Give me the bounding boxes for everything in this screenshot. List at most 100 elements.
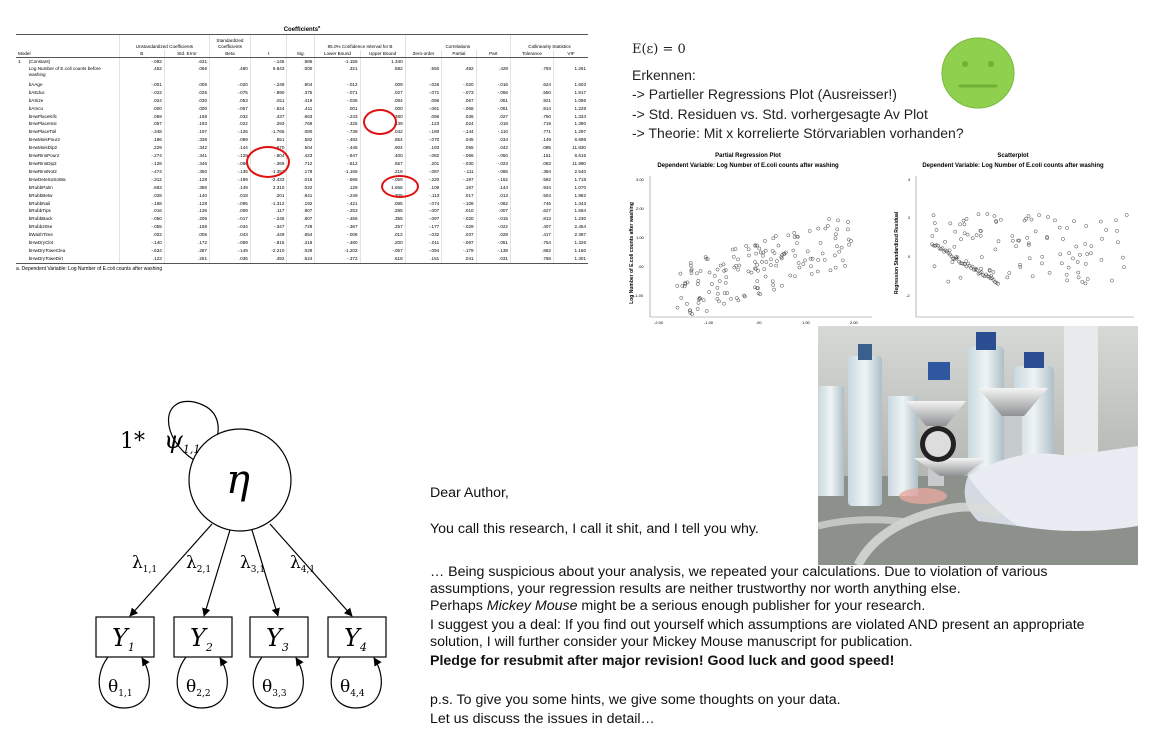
table-cell: -.080 [209, 159, 251, 168]
table-cell: .419 [286, 96, 315, 105]
indicator-y1 [95, 616, 155, 658]
scatter-point [690, 312, 694, 316]
scatter-point [763, 274, 768, 279]
scatter-point [688, 311, 693, 315]
letter-paragraph: I suggest you a deal: If you find out yo… [430, 617, 1085, 650]
table-cell: -.012 [314, 80, 361, 89]
scatter-point [1010, 238, 1015, 243]
table-row: bAInco .000.000 -.057 -.824.411.001.000 -.06… [16, 104, 588, 113]
table-cell: .129 [314, 183, 361, 192]
table-cell: -.050 [118, 215, 165, 224]
table-cell: .480 [209, 65, 251, 81]
table-cell: .400 [359, 152, 406, 160]
table-row: bWashTime .002.005.043.449.654 -.008.012 -.… [16, 231, 588, 240]
table-cell: -.145 [249, 57, 287, 66]
scatter-point [809, 272, 814, 276]
table-cell: .024 [441, 120, 477, 129]
table-cell: .251 [163, 254, 210, 264]
table-cell: -.016 [475, 80, 511, 89]
scatter-point [988, 276, 993, 281]
table-cell: 6.843 [249, 65, 287, 81]
table-cell: .350 [163, 167, 210, 176]
scatter-point [682, 284, 687, 289]
table-cell: -.011 [404, 239, 442, 247]
scatter-point [1029, 217, 1034, 222]
table-cell: .128 [163, 199, 210, 208]
scatter-point [756, 286, 760, 291]
predictor-name: bHwDryClot [28, 240, 54, 246]
table-row: bHwDryClot -.140.172 -.059 -.815.416 -.480.2… [16, 239, 588, 247]
table-cell: .041 [441, 254, 477, 264]
scatter-point [1084, 224, 1089, 228]
table-row: bHwDeteSoSoWa -.312.128 -.199 -2.433.016 -.5… [16, 175, 588, 184]
table-cell: -.243 [314, 112, 361, 121]
scatter-point [723, 280, 728, 285]
table-cell: -.421 [314, 199, 361, 208]
table-cell: .013 [475, 191, 511, 200]
table-row: bHwRinsDip2 -.128.346 -.080 -.369.712 -.812.… [16, 159, 588, 168]
scatter-point [755, 262, 759, 267]
scatter-point [846, 237, 851, 242]
table-cell: .005 [163, 231, 210, 240]
table-cell: .096 [404, 96, 442, 105]
scatter-point [1124, 213, 1129, 217]
plot-title: Scatterplot [997, 153, 1029, 159]
table-cell: .449 [249, 231, 287, 240]
table-cell: 6.615 [553, 152, 588, 160]
table-cell: .287 [163, 246, 210, 255]
scatter-point [762, 267, 767, 271]
scatter-point [961, 218, 966, 223]
table-cell [441, 57, 477, 66]
scatter-point [816, 226, 821, 231]
scatter-point [840, 258, 845, 263]
table-cell: .016 [118, 207, 165, 216]
scatter-point [965, 232, 970, 237]
table-cell: .096 [404, 112, 442, 121]
table-cell: .934 [510, 183, 554, 192]
table-cell: -.129 [209, 152, 251, 160]
ytick: 0 [908, 254, 911, 259]
scatter-point [722, 291, 727, 295]
table-cell: -.149 [209, 246, 251, 255]
indicator-label: Y1 [112, 624, 135, 654]
xtick: 2.00 [850, 320, 858, 325]
scatter-point [835, 244, 839, 249]
table-cell: -.815 [249, 239, 287, 247]
table-cell: -.035 [314, 96, 361, 105]
scatter-point [715, 297, 720, 301]
table-cell: .000 [359, 104, 406, 113]
scatter-point [818, 241, 823, 245]
table-cell: .010 [441, 207, 477, 216]
smiley-face-icon [941, 37, 1015, 109]
loading-label: λ1,1 [132, 553, 157, 575]
scatter-point [961, 262, 966, 266]
table-cell: .341 [163, 152, 210, 160]
scatter-point [1033, 229, 1038, 234]
table-cell: -.087 [404, 167, 442, 176]
ytick: 2.00 [636, 206, 644, 211]
table-cell: -.824 [249, 104, 287, 113]
scatter-point [707, 290, 711, 294]
predictor-name: bHwDeteSoSoWa [28, 176, 66, 182]
scatter-point [1122, 265, 1126, 270]
table-cell: .057 [118, 120, 165, 129]
table-cell: .027 [475, 112, 511, 121]
table-cell: -.073 [441, 88, 477, 97]
table-cell: .158 [163, 223, 210, 232]
scatter-point [833, 236, 838, 241]
notes-item: -> Std. Residuen vs. Std. vorhergesagte … [632, 105, 928, 122]
scatter-point [994, 219, 998, 223]
table-cell: -.074 [404, 199, 442, 208]
table-cell: .452 [118, 65, 165, 81]
scatter-point [827, 217, 832, 221]
scatter-point [770, 249, 775, 253]
table-cell: -.456 [314, 215, 361, 224]
table-row: bRubbBack -.050.205 -.017 -.245.807 -.456.35… [16, 215, 588, 224]
table-row: Log Number of E.coli counts before washi… [16, 65, 588, 81]
table-cell: .885 [286, 57, 315, 66]
scatter-point [976, 271, 981, 276]
scatter-point [932, 264, 937, 269]
scatter-point [828, 268, 833, 273]
table-cell: -.085 [475, 167, 511, 176]
table-cell: -.092 [118, 57, 165, 66]
